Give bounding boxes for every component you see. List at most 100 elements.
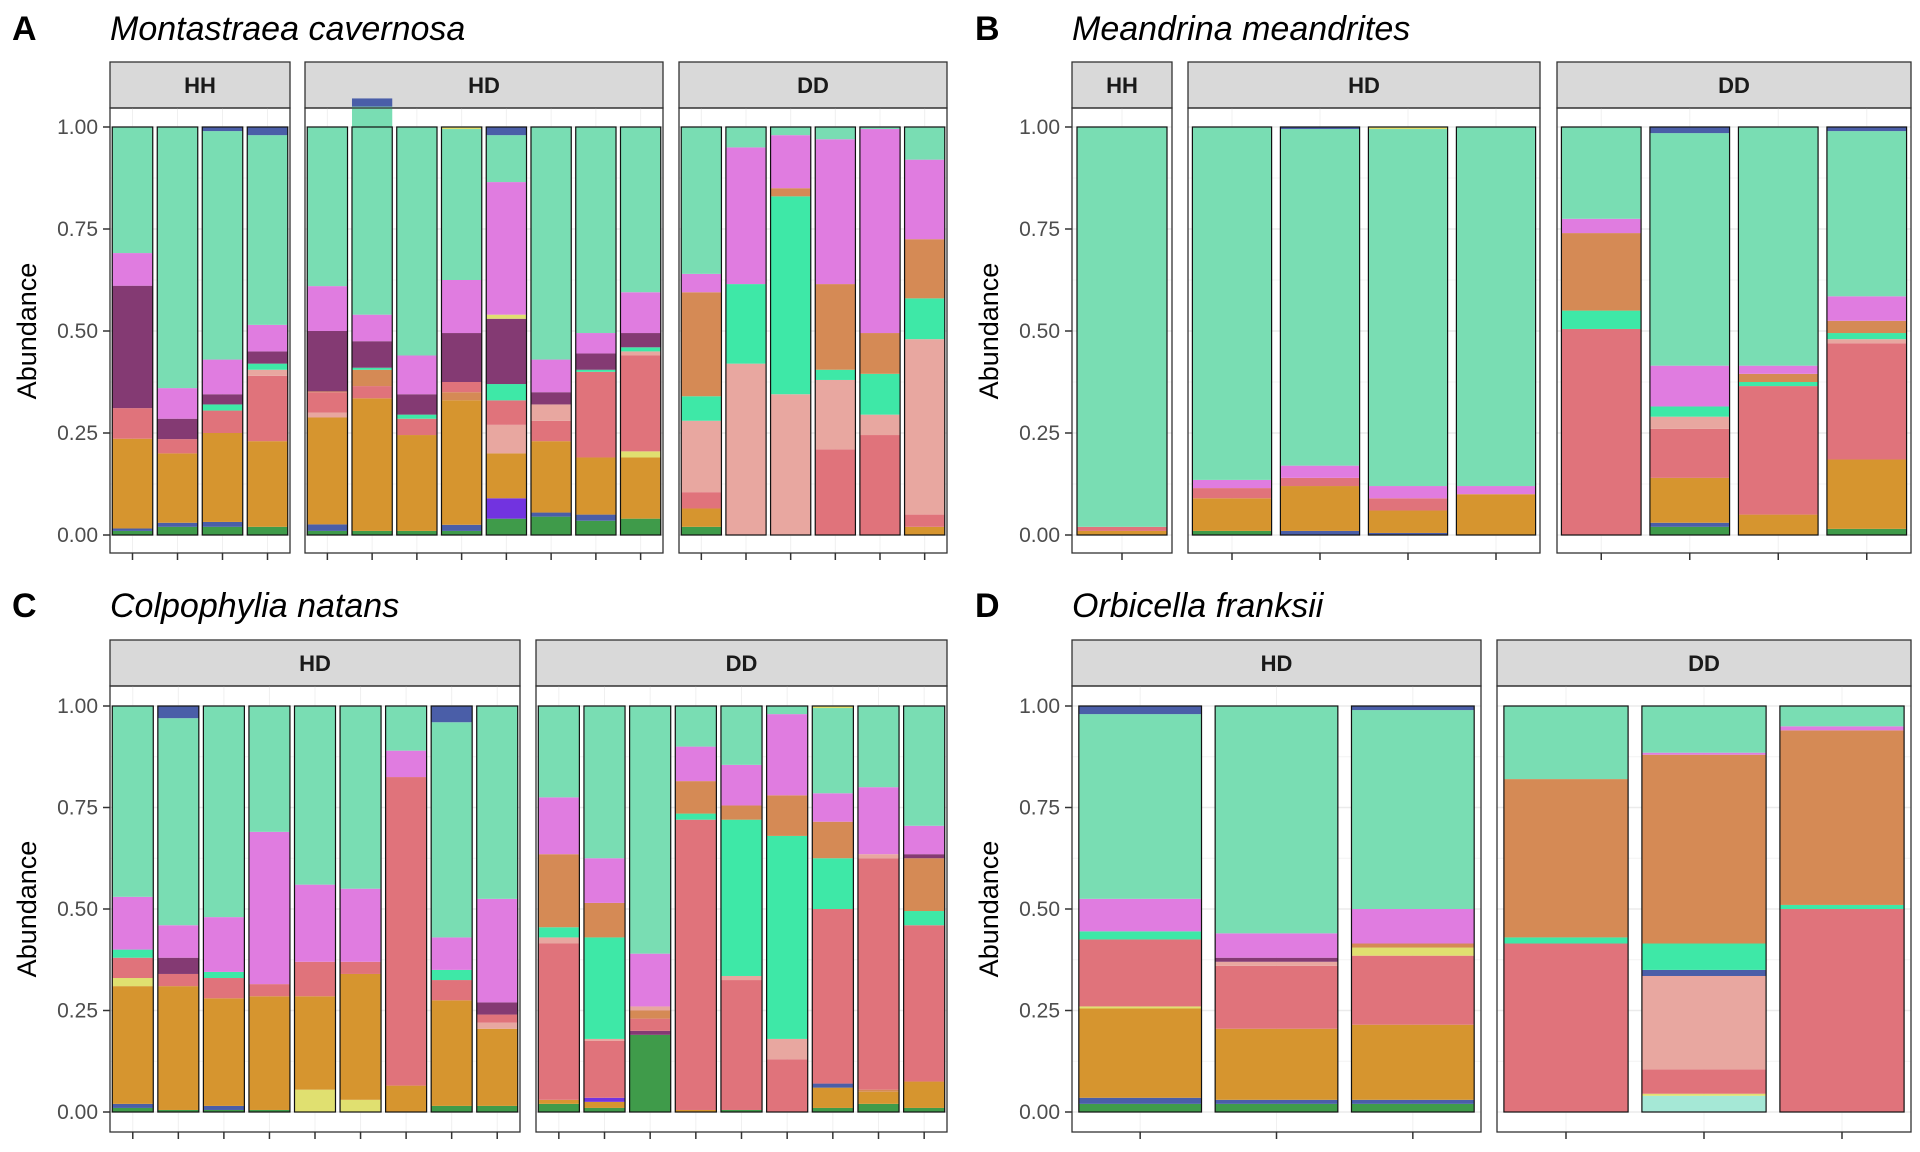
panel-c-facet-dd-segment <box>629 1018 671 1031</box>
panel-c-facet-dd-segment <box>720 706 763 765</box>
panel-c-facet-hd-segment <box>340 973 382 1100</box>
panel-b-facet-dd-segment <box>1738 382 1819 387</box>
panel-a-facet-hh-segment <box>202 433 243 522</box>
panel-c-facet-hd-segment <box>385 706 427 751</box>
panel-d-facet-dd-strip-label: DD <box>1688 651 1720 676</box>
panel-c-facet-hd-segment <box>157 986 199 1110</box>
panel-b-facet-hd-segment <box>1368 127 1448 130</box>
panel-c-facet-hd-segment <box>203 706 245 918</box>
panel-b-facet-hd-segment <box>1368 510 1448 533</box>
panel-d-facet-hd-strip-label: HD <box>1261 651 1293 676</box>
panel-c-facet-hd-segment <box>476 1105 518 1112</box>
panel-a-facet-hh-bar <box>111 126 154 536</box>
panel-a-facet-hd-segment <box>396 394 438 415</box>
panel-b-facet-hh-border <box>1071 107 1173 554</box>
panel-b-facet-hd-segment <box>1280 465 1360 478</box>
panel-c-facet-hd-segment <box>157 973 199 987</box>
panel-c-facet-hd-segment <box>340 706 382 889</box>
panel-d-facet-dd-border <box>1496 685 1912 1133</box>
panel-c-facet-dd-border <box>535 685 948 1133</box>
panel-b-facet-dd-segment <box>1826 131 1907 297</box>
panel-c-facet-dd-segment <box>812 708 854 794</box>
panel-a-facet-hd-segment <box>307 127 348 287</box>
panel-a-facet-hh-bar <box>201 126 244 536</box>
panel-a-facet-hd-segment <box>530 392 572 405</box>
panel-a-facet-dd-segment <box>681 396 722 421</box>
panel-c-facet-hd-segment <box>203 917 245 972</box>
panel-a-facet-hh-segment <box>112 285 153 409</box>
panel-d-facet-dd-segment <box>1641 1069 1767 1094</box>
panel-c-facet-hd-segment <box>476 706 518 899</box>
panel-a-facet-dd-segment <box>815 139 856 285</box>
panel-b-facet-hh-segment <box>1077 530 1167 535</box>
panel-a-facet-dd-bar <box>903 126 946 536</box>
panel-a-facet-dd-segment <box>770 188 811 197</box>
panel-c-ytick-label: 0.75 <box>57 797 98 820</box>
panel-a-facet-hd-segment <box>575 457 617 515</box>
panel-a-facet-hd-segment <box>530 420 572 442</box>
panel-b-facet-dd-segment <box>1826 333 1907 340</box>
panel-c-ytick-label: 0.00 <box>57 1101 98 1124</box>
panel-a-facet-hd-segment <box>530 127 572 360</box>
panel-b-facet-hd-segment <box>1456 494 1536 535</box>
panel-a-facet-hd-segment <box>396 414 438 419</box>
panel-c-facet-hd-strip-label: HD <box>299 651 331 676</box>
panel-b-ytick-label: 0.50 <box>1019 320 1060 343</box>
panel-a-letter: A <box>12 10 37 48</box>
panel-c-facet-dd-segment <box>812 821 854 859</box>
panel-b-facet-dd-segment <box>1826 459 1907 529</box>
panel-c-facet-dd-segment <box>720 805 763 820</box>
panel-b-facet-hd-segment <box>1280 486 1360 531</box>
panel-a-facet-hh-segment <box>157 526 198 535</box>
panel-a-facet-dd-segment <box>815 379 856 450</box>
panel-c-facet-dd-segment <box>812 1083 854 1088</box>
panel-d-facet-dd-segment <box>1779 706 1905 727</box>
panel-c-facet-dd-bar <box>537 705 580 1113</box>
panel-a-facet-dd-segment <box>859 127 901 130</box>
panel-a-facet-hd-bar <box>440 126 483 536</box>
panel-c-facet-dd-segment <box>583 1038 626 1041</box>
panel-d-facet-hd-strip <box>1071 639 1482 687</box>
panel-a-facet-dd-segment <box>815 369 856 380</box>
panel-b-facet-hd-bar <box>1367 126 1449 536</box>
panel-b-facet-dd-segment <box>1649 365 1730 407</box>
panel-c-facet-dd-segment <box>583 1040 626 1098</box>
panel-a-facet-hd-segment <box>620 518 661 535</box>
panel-a-ytick-label: 0.75 <box>57 218 98 241</box>
panel-a-facet-hd-bar <box>575 126 617 536</box>
panel-c-facet-dd-segment <box>629 1034 671 1112</box>
panel-c-facet-hd-bar <box>157 705 200 1113</box>
panel-a-facet-dd-segment <box>904 159 945 240</box>
panel-a-facet-hd-segment <box>486 424 527 454</box>
panel-c-facet-hd-segment <box>385 1085 427 1112</box>
panel-d-facet-hd-segment <box>1351 909 1475 944</box>
panel-c-facet-dd-segment <box>583 1097 626 1102</box>
panel-a-facet-dd-segment <box>904 339 945 515</box>
panel-d-facet-hd-segment <box>1351 947 1475 956</box>
panel-c-facet-dd-bar <box>857 705 900 1113</box>
panel-a-facet-dd-segment <box>681 292 722 397</box>
panel-a-facet-dd-bar <box>814 126 857 536</box>
panel-a-facet-dd-segment <box>681 508 722 527</box>
panel-a-facet-dd-segment <box>681 526 722 535</box>
panel-d-facet-hd-segment <box>1078 1006 1202 1009</box>
panel-a-facet-hd-segment <box>441 524 482 531</box>
panel-c-facet-dd-segment <box>629 1006 671 1011</box>
panel-d-facet-dd-segment <box>1641 706 1767 753</box>
panel-c-facet-hd-segment <box>294 1089 336 1112</box>
panel-c-facet-hd-segment <box>431 980 473 1001</box>
panel-b-ylabel: Abundance <box>974 263 1004 400</box>
panel-a-facet-hh-segment <box>247 369 288 376</box>
panel-c-facet-hd-segment <box>340 1099 382 1112</box>
panel-b-ytick-label: 0.75 <box>1019 218 1060 241</box>
panel-d-facet-hd-segment <box>1215 1099 1338 1104</box>
panel-b-facet-dd-segment <box>1649 406 1730 417</box>
panel-d-facet-hd-segment <box>1078 931 1202 940</box>
panel-a-facet-dd-segment <box>725 147 767 285</box>
panel-d-facet-hd-segment <box>1215 706 1338 934</box>
panel-b-facet-dd-segment <box>1649 477 1730 523</box>
panel-c-facet-dd-segment <box>538 854 580 928</box>
panel-d-ytick-label: 1.00 <box>1019 695 1060 718</box>
panel-c-facet-dd-segment <box>629 706 671 954</box>
panel-a-facet-hd-segment <box>307 331 348 392</box>
